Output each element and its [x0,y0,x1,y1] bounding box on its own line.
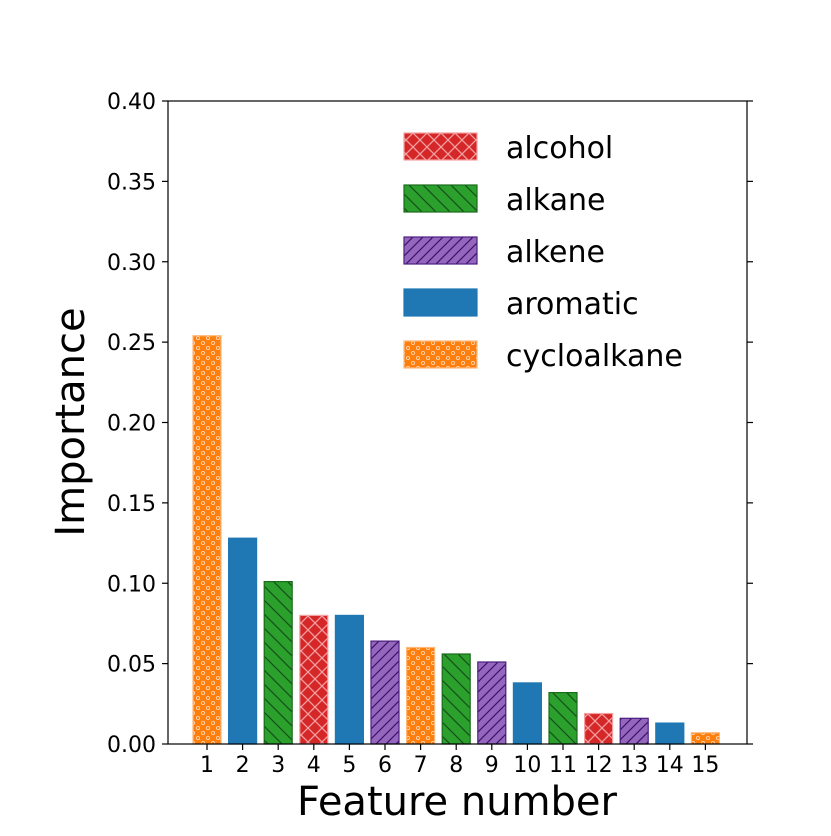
legend-label-alkane: alkane [506,183,605,218]
bar-feature-6 [370,640,400,745]
x-tick-label: 14 [656,753,684,778]
bar-feature-9 [477,661,507,745]
x-tick-label: 2 [236,753,250,778]
x-tick-label: 8 [449,753,463,778]
y-tick-label: 0.10 [107,572,156,597]
x-tick-label: 4 [307,753,321,778]
bar-feature-4 [299,614,329,745]
bar-feature-7 [406,646,436,745]
legend-label-alcohol: alcohol [506,131,613,166]
bar-feature-11 [548,691,578,745]
y-axis: 0.00 0.05 0.10 0.15 0.20 0.25 0.30 0.35 0.40 [107,90,753,758]
bar-feature-2 [228,537,258,745]
bar-feature-1 [192,335,222,745]
x-tick-label: 5 [342,753,356,778]
y-tick-label: 0.20 [107,412,156,437]
x-axis: 1 2 3 4 5 6 7 8 9 10 11 12 13 14 15 [200,744,719,778]
bar-feature-13 [619,717,649,745]
legend-label-alkene: alkene [506,235,605,270]
x-tick-label: 13 [620,753,648,778]
bars-group [192,335,721,745]
y-tick-label: 0.40 [107,90,156,115]
y-axis-title: Importance [48,307,94,536]
x-tick-label: 15 [691,753,719,778]
y-tick-label: 0.35 [107,170,156,195]
bar-feature-15 [690,732,721,745]
legend-swatch-alkene [403,236,478,265]
bar-feature-12 [583,712,614,745]
x-tick-label: 9 [485,753,499,778]
legend-swatch-aromatic [403,288,478,317]
x-tick-label: 7 [414,753,428,778]
bar-feature-14 [655,722,685,745]
legend-swatch-alkane [403,184,478,213]
y-tick-label: 0.15 [107,492,156,517]
x-tick-label: 10 [513,753,541,778]
x-axis-title: Feature number [297,779,618,825]
x-tick-label: 1 [200,753,214,778]
legend-swatch-alcohol [403,132,478,161]
x-tick-label: 12 [585,753,613,778]
bar-feature-3 [263,580,293,745]
plot-frame [167,100,748,745]
y-tick-label: 0.05 [107,653,156,678]
y-tick-label: 0.30 [107,251,156,276]
legend-label-aromatic: aromatic [506,287,639,322]
x-tick-label: 6 [378,753,392,778]
bar-feature-5 [334,614,364,745]
bar-feature-10 [512,682,543,745]
legend: alcohol alkane alkene aromatic cycloalkane [403,131,683,374]
y-tick-label: 0.25 [107,331,156,356]
legend-swatch-cycloalkane [403,340,478,369]
legend-label-cycloalkane: cycloalkane [506,339,683,374]
x-tick-label: 3 [271,753,285,778]
bar-feature-8 [441,653,471,745]
x-tick-label: 11 [549,753,577,778]
y-tick-label: 0.00 [107,733,156,758]
